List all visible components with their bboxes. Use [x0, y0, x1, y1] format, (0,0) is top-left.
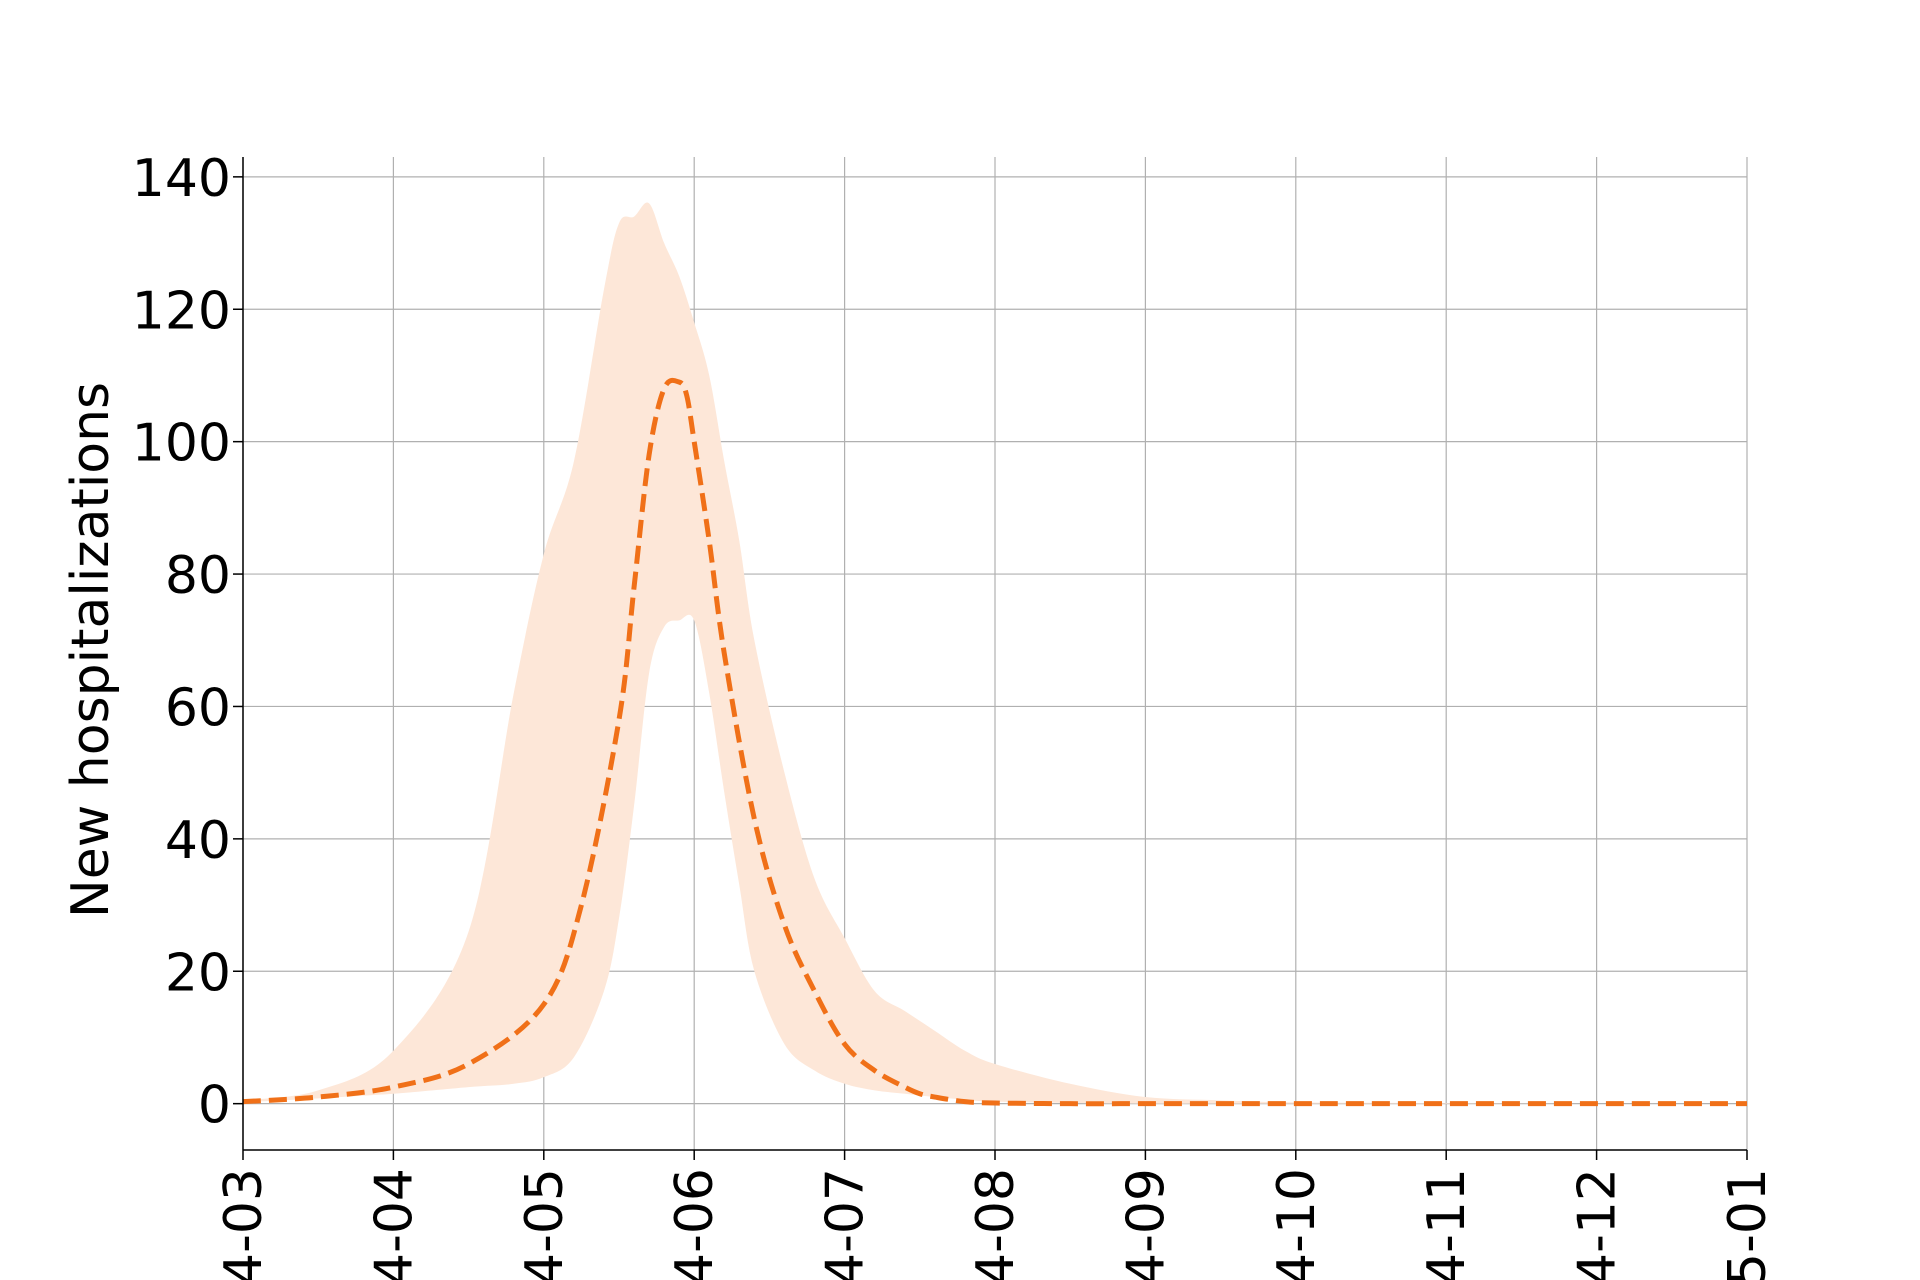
x-tick-label: 4-12	[1568, 1168, 1628, 1280]
y-tick-label: 60	[165, 678, 231, 738]
y-tick-label: 100	[132, 414, 231, 474]
y-tick-label: 0	[198, 1076, 231, 1136]
x-axis-ticks: 4-03 4-04 4-05 4-06 4-07 4-08 4-09 4-10 4-11 4-12…	[214, 1150, 1778, 1280]
x-tick-label: 4-06	[665, 1168, 725, 1280]
y-axis-ticks: 0 20 40 60 80 100 120 140	[132, 149, 243, 1136]
x-tick-label: 4-10	[1267, 1168, 1327, 1280]
x-tick-label: 4-05	[515, 1168, 575, 1280]
y-tick-label: 40	[165, 811, 231, 871]
grid	[242, 157, 1748, 1150]
y-axis-label: New hospitalizations	[61, 382, 121, 918]
x-tick-label: 4-09	[1116, 1168, 1176, 1280]
x-tick-label: 4-11	[1417, 1168, 1477, 1280]
y-tick-label: 120	[132, 281, 231, 341]
x-tick-label: 4-08	[966, 1168, 1026, 1280]
x-tick-label: 5-01	[1718, 1168, 1778, 1280]
y-tick-label: 20	[165, 943, 231, 1003]
x-tick-label: 4-04	[364, 1168, 424, 1280]
y-tick-label: 140	[132, 149, 231, 209]
x-tick-label: 4-03	[214, 1168, 274, 1280]
x-tick-label: 4-07	[816, 1168, 876, 1280]
y-tick-label: 80	[165, 546, 231, 606]
uncertainty-band	[243, 202, 1747, 1104]
series-line	[242, 377, 1747, 1107]
